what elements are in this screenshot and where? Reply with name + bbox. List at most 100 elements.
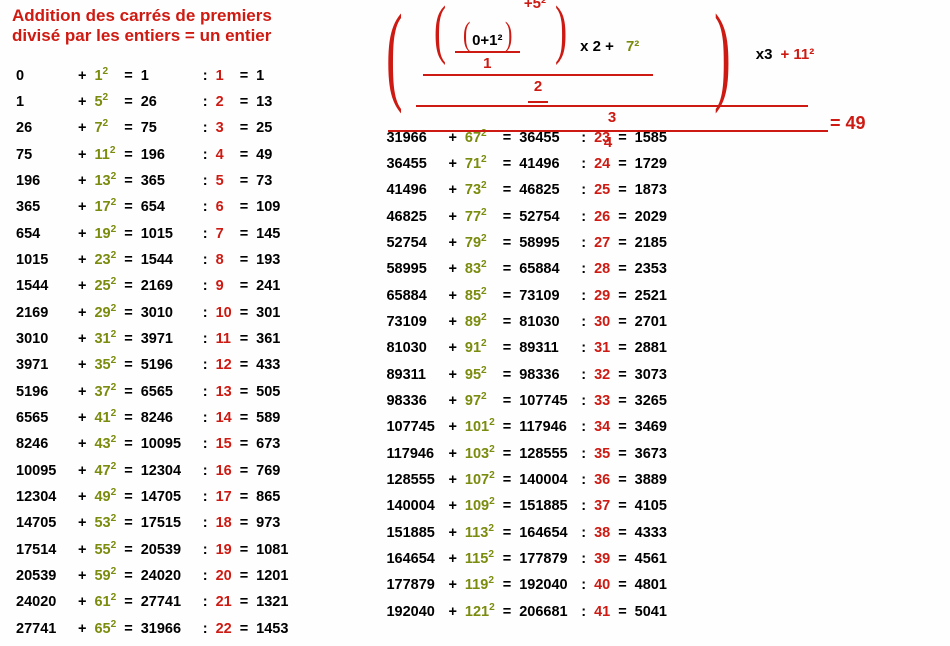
sum-value: 73109 [515,281,577,307]
plus-sign: + [74,298,90,324]
divide-sign: : [199,192,212,218]
data-row: 1015+232=1544:8=193 [12,245,292,271]
plus-sign: + [74,350,90,376]
equals-sign: = [499,254,515,280]
result-value: 433 [252,350,292,376]
accum-value: 14705 [12,508,74,534]
equals-sign: = [236,350,252,376]
accum-value: 65884 [382,281,444,307]
divisor-value: 26 [590,202,614,228]
equals-sign: = [236,456,252,482]
plus-sign: + [444,518,460,544]
sum-value: 52754 [515,202,577,228]
equals-sign: = [499,175,515,201]
divisor-value: 9 [212,271,236,297]
equals-sign: = [499,597,515,623]
equals-sign: = [120,350,136,376]
data-row: 14705+532=17515:18=973 [12,508,292,534]
right-table: 31966+672=36455:23=158536455+712=41496:2… [382,123,671,623]
plus-sign: + [74,535,90,561]
accum-value: 0 [12,61,74,87]
prime-square: 292 [90,298,120,324]
result-value: 5041 [631,597,671,623]
equals-sign: = [120,403,136,429]
divisor-value: 16 [212,456,236,482]
equals-sign: = [236,113,252,139]
accum-value: 98336 [382,386,444,412]
prime-square: 132 [90,166,120,192]
result-value: 3265 [631,386,671,412]
data-row: 177879+1192=192040:40=4801 [382,570,671,596]
divide-sign: : [199,350,212,376]
sum-value: 81030 [515,307,577,333]
equals-sign: = [614,597,630,623]
equals-sign: = [120,87,136,113]
plus-sign: + [444,254,460,280]
equals-sign: = [236,245,252,271]
data-row: 5196+372=6565:13=505 [12,377,292,403]
data-row: 117946+1032=128555:35=3673 [382,439,671,465]
result-value: 3469 [631,412,671,438]
sum-value: 3971 [137,324,199,350]
plus-sign: + [444,175,460,201]
prime-square: 1072 [461,465,499,491]
result-value: 49 [252,140,292,166]
accum-value: 3010 [12,324,74,350]
equals-sign: = [236,324,252,350]
result-value: 673 [252,429,292,455]
prime-square: 832 [461,254,499,280]
prime-square: 792 [461,228,499,254]
prime-square: 972 [461,386,499,412]
data-row: 128555+1072=140004:36=3889 [382,465,671,491]
divide-sign: : [577,491,590,517]
sum-value: 26 [137,87,199,113]
result-value: 4561 [631,544,671,570]
plus-sign: + [444,570,460,596]
formula-expression: ( ( (0+1²) 1 +5² ) x 2 + 7² [375,6,935,156]
plus-sign: + [74,324,90,350]
equals-sign: = [120,456,136,482]
result-value: 13 [252,87,292,113]
plus-sign: + [444,412,460,438]
result-value: 505 [252,377,292,403]
divide-sign: : [577,307,590,333]
prime-square: 112 [90,140,120,166]
plus-sign: + [444,439,460,465]
equals-sign: = [614,465,630,491]
accum-value: 41496 [382,175,444,201]
equals-sign: = [120,219,136,245]
prime-square: 172 [90,192,120,218]
plus-sign: + [74,403,90,429]
divide-sign: : [199,587,212,613]
equals-sign: = [236,271,252,297]
result-value: 109 [252,192,292,218]
data-row: 81030+912=89311:31=2881 [382,333,671,359]
data-row: 196+132=365:5=73 [12,166,292,192]
prime-square: 1132 [461,518,499,544]
divide-sign: : [577,333,590,359]
plus-sign: + [74,482,90,508]
equals-sign: = [120,561,136,587]
prime-square: 1012 [461,412,499,438]
data-row: 98336+972=107745:33=3265 [382,386,671,412]
divisor-value: 32 [590,360,614,386]
plus-sign: + [444,202,460,228]
equals-sign: = [120,166,136,192]
equals-sign: = [499,307,515,333]
result-value: 3673 [631,439,671,465]
result-value: 2521 [631,281,671,307]
divide-sign: : [577,518,590,544]
divisor-value: 4 [212,140,236,166]
equals-sign: = [236,561,252,587]
divisor-value: 20 [212,561,236,587]
plus-sign: + [74,166,90,192]
equals-sign: = [614,412,630,438]
sum-value: 151885 [515,491,577,517]
equals-sign: = [120,482,136,508]
accum-value: 89311 [382,360,444,386]
plus-sign: + [74,113,90,139]
prime-square: 852 [461,281,499,307]
divide-sign: : [577,254,590,280]
divide-sign: : [199,166,212,192]
prime-square: 352 [90,350,120,376]
